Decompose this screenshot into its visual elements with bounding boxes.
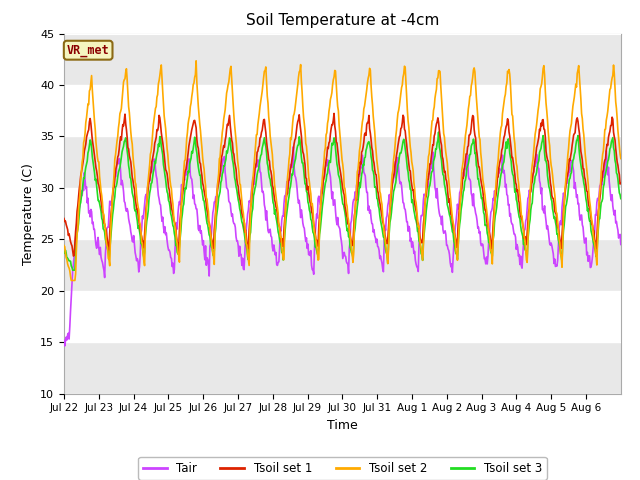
Bar — [64, 136, 621, 188]
Bar — [64, 34, 621, 85]
Bar — [64, 342, 621, 394]
Y-axis label: Temperature (C): Temperature (C) — [22, 163, 35, 264]
X-axis label: Time: Time — [327, 419, 358, 432]
Text: VR_met: VR_met — [67, 44, 109, 57]
Bar — [64, 240, 621, 291]
Title: Soil Temperature at -4cm: Soil Temperature at -4cm — [246, 13, 439, 28]
Legend: Tair, Tsoil set 1, Tsoil set 2, Tsoil set 3: Tair, Tsoil set 1, Tsoil set 2, Tsoil se… — [138, 457, 547, 480]
